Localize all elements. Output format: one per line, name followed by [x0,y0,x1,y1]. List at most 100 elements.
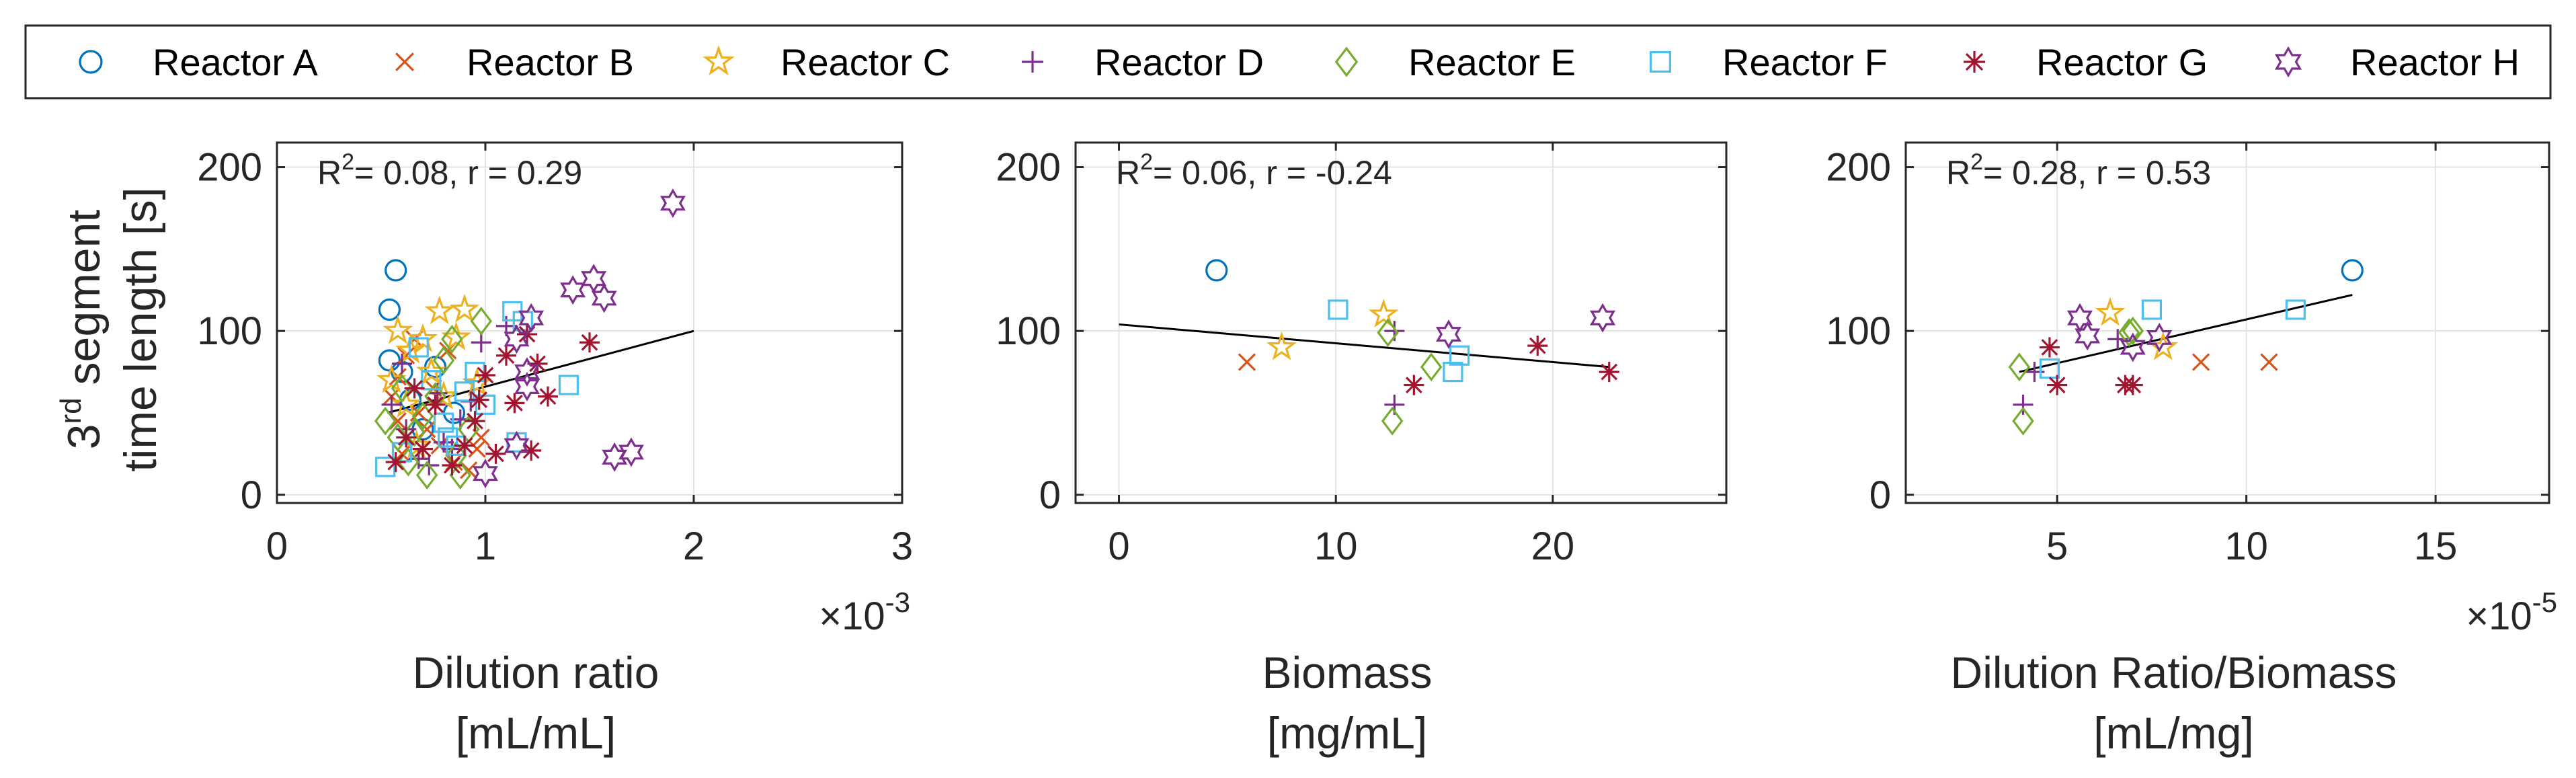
data-point [407,323,438,352]
data-point [2122,375,2143,395]
data-point [496,345,516,366]
legend-marker-pentagram-icon [702,45,735,76]
data-point [1328,299,1349,320]
regression-line [1119,323,1609,368]
legend-label: Reactor B [467,41,634,83]
data-point [504,430,530,461]
data-point [2146,322,2173,352]
data-point [469,389,489,410]
axes-frame [1074,141,1728,504]
series-reactor-b [2191,353,2278,371]
data-point [415,461,438,490]
series-reactor-g [385,324,600,475]
data-point [424,295,455,325]
ylabel-line2: time length [s] [115,187,166,471]
data-point [408,337,429,358]
legend-item: Reactor H [2274,41,2520,83]
y-tick-label: 100 [197,309,262,353]
data-point [1589,303,1616,333]
data-point [1435,319,1461,350]
x-tick-label: 5 [2046,524,2068,568]
x-tick-label: 15 [2414,524,2458,568]
data-point [1527,336,1548,356]
data-point [2260,353,2278,371]
series-reactor-h [1435,303,1616,350]
legend-item: Reactor G [1964,41,2208,83]
data-point [1238,353,1256,371]
legend-item: Reactor C [702,41,950,83]
data-point [1381,406,1404,436]
x-tick-label: 1 [475,524,496,568]
legend-label: Reactor A [153,41,319,83]
scatter-panel: 5 10 15 0 100 200 R2= 0.28, r = 0.53 ×10-5 Dilut… [1826,141,2557,758]
x-axis-label: Dilution Ratio/Biomass [1951,648,2397,697]
data-point [514,372,540,402]
data-point [385,452,406,473]
y-tick-label: 0 [241,473,262,517]
series-reactor-h [2066,303,2173,362]
data-point [602,442,628,472]
data-point [2122,316,2144,346]
x-tick-label: 0 [266,524,288,568]
data-point [2095,297,2126,326]
data-point [391,389,421,418]
legend-label: Reactor H [2350,41,2520,83]
data-point [397,346,415,364]
data-point [454,435,475,456]
x-tick-label: 10 [2224,524,2268,568]
data-point [521,440,542,461]
plot-area [277,143,902,503]
data-point [558,375,579,395]
data-point [383,315,413,344]
legend-item: Reactor A [79,41,319,83]
legend-item: Reactor B [395,41,634,83]
data-point [579,332,600,353]
data-point [391,374,413,403]
axes-frame [276,141,903,504]
legend-box [24,24,2552,100]
data-point [1449,345,1470,366]
y-axis-label: 3rd segment time length [s] [54,187,166,471]
data-point [409,403,428,422]
legend: Reactor A Reactor B Reactor C Reactor D Reac… [24,24,2552,100]
legend-marker-asterisk-icon [1964,51,1985,73]
data-point [465,361,485,383]
data-point [473,459,498,489]
data-point [1377,318,1399,348]
legend-marker-plus-icon [1022,51,1043,73]
x-axis-label: Biomass [1262,648,1432,697]
data-point [1420,352,1443,382]
legend-label: Reactor F [1722,41,1888,83]
data-point [2120,332,2146,362]
series-reactor-e [2008,316,2144,436]
data-point [403,418,426,447]
axes-frame [1904,141,2550,504]
legend-marker-circle-icon [79,50,103,74]
legend-item: Reactor E [1334,41,1576,83]
x-tick-label: 3 [891,524,913,568]
data-point [591,283,617,313]
y-tick-label: 100 [996,309,1061,353]
data-point [1443,361,1463,383]
regression-line [2019,294,2353,373]
data-point [454,381,475,402]
x-tick-label: 20 [1531,524,1575,568]
correlation-annotation: R2= 0.08, r = 0.29 [317,149,582,192]
legend-label: Reactor C [780,41,950,83]
data-point [374,406,397,436]
data-point [560,275,586,305]
series-reactor-a [1205,259,1228,282]
data-point [660,188,686,219]
x-axis-unit-label: [mL/mL] [456,708,616,758]
data-point [2118,318,2140,348]
x-tick-label: 10 [1314,524,1358,568]
legend-label: Reactor D [1094,41,1264,83]
data-point [385,259,407,282]
data-point [468,440,486,458]
data-point [442,455,462,475]
data-point [2141,299,2163,320]
legend-label: Reactor G [2036,41,2208,83]
data-point [465,411,485,432]
data-point [441,324,463,354]
data-point [375,457,396,477]
